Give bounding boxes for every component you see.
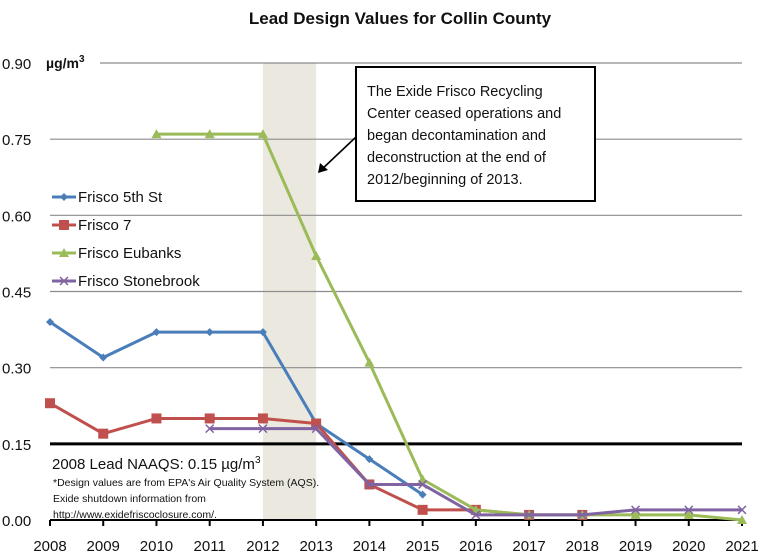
legend-label: Frisco Eubanks [78, 245, 181, 262]
x-tick-label: 2020 [672, 538, 705, 555]
x-mark-stroke [418, 479, 428, 489]
y-tick-label: 0.45 [2, 285, 31, 302]
x-tick-label: 2008 [33, 538, 66, 555]
x-tick-label: 2018 [566, 538, 599, 555]
x-tick-label: 2012 [246, 538, 279, 555]
legend-item: Frisco Eubanks [52, 245, 181, 262]
legend-item: Frisco 5th St [52, 189, 163, 206]
x-mark-stroke [524, 510, 534, 520]
callout-text-line: began decontamination and [367, 128, 546, 144]
data-point-square [151, 413, 162, 424]
data-point-square [98, 428, 109, 439]
data-point-diamond [152, 328, 161, 337]
callout-text-line: The Exide Frisco Recycling [367, 84, 543, 100]
x-tick-label: 2013 [299, 538, 332, 555]
data-point-square [204, 413, 215, 424]
data-point-x [524, 510, 534, 520]
data-point-x [577, 510, 587, 520]
data-point-x [737, 505, 747, 515]
legend-item: Frisco Stonebrook [52, 273, 200, 290]
x-tick-label: 2014 [353, 538, 386, 555]
data-point-x [418, 479, 428, 489]
y-tick-label: 0.00 [2, 513, 31, 530]
x-tick-label: 2021 [725, 538, 758, 555]
data-point-x [258, 424, 268, 434]
data-point-triangle [204, 129, 215, 139]
y-tick-label: 0.30 [2, 361, 31, 378]
data-point-x [364, 479, 374, 489]
callout-text-line: deconstruction at the end of [367, 150, 547, 166]
footnote-line: *Design values are from EPA's Air Qualit… [53, 477, 319, 489]
footnote-line: http://www.exidefriscoclosure.com/. [53, 509, 217, 521]
data-point-diamond [418, 490, 427, 499]
data-point-triangle [417, 474, 428, 484]
x-mark-stroke [631, 505, 641, 515]
data-point-triangle [151, 129, 162, 139]
series-line [49, 320, 424, 496]
data-point-triangle [737, 515, 747, 524]
x-mark-stroke [684, 505, 694, 515]
data-point-x [631, 505, 641, 515]
data-point-triangle [630, 509, 641, 519]
data-point-diamond [258, 328, 267, 337]
x-tick-label: 2011 [194, 538, 226, 555]
x-tick-label: 2017 [512, 538, 545, 555]
x-tick-label: 2010 [140, 538, 173, 555]
y-unit-label: µg/m3 [46, 54, 85, 71]
annotation-callout: The Exide Frisco Recycling Center ceased … [318, 66, 596, 202]
x-mark-stroke [471, 510, 481, 520]
legend-item: Frisco 7 [52, 217, 131, 234]
y-tick-label: 0.15 [2, 437, 31, 454]
x-mark-stroke [737, 505, 747, 515]
data-point-triangle [311, 250, 322, 260]
x-mark-stroke [364, 479, 374, 489]
x-tick-label: 2015 [406, 538, 439, 555]
data-point-square [311, 418, 322, 429]
x-tick-label: 2016 [459, 538, 492, 555]
data-point-triangle [257, 129, 268, 139]
y-tick-label: 0.90 [2, 56, 31, 73]
data-point-x [205, 424, 215, 434]
callout-arrow-line [319, 136, 357, 172]
legend-label: Frisco 7 [78, 217, 131, 234]
chart-title: Lead Design Values for Collin County [249, 9, 552, 28]
callout-box [355, 66, 596, 202]
legend: Frisco 5th St Frisco 7 Frisco Eubanks Frisc… [52, 189, 200, 290]
data-point-square [257, 413, 268, 424]
legend-label: Frisco Stonebrook [78, 273, 200, 290]
data-point-square [417, 504, 428, 515]
data-point-square [59, 220, 69, 230]
data-point-x [684, 505, 694, 515]
x-mark-stroke [205, 424, 215, 434]
series-frisco-stonebrook [205, 424, 747, 520]
x-mark-stroke [577, 510, 587, 520]
y-tick-label: 0.60 [2, 208, 31, 225]
naaqs-label: 2008 Lead NAAQS: 0.15 µg/m3 [52, 455, 261, 473]
callout-text-line: 2012/beginning of 2013. [367, 172, 523, 188]
legend-label: Frisco 5th St [78, 189, 163, 206]
data-point-square [45, 398, 55, 409]
data-point-x [471, 510, 481, 520]
data-point-diamond [60, 193, 68, 201]
x-mark-stroke [258, 424, 268, 434]
callout-text-line: Center ceased operations and [367, 106, 561, 122]
x-tick-label: 2019 [619, 538, 652, 555]
x-mark-stroke [311, 424, 321, 434]
data-point-diamond [46, 317, 54, 326]
footnote-line: Exide shutdown information from [53, 493, 206, 505]
data-point-x [311, 424, 321, 434]
x-tick-label: 2009 [87, 538, 120, 555]
data-point-diamond [365, 455, 374, 464]
data-point-triangle [59, 248, 69, 257]
data-point-triangle [683, 509, 694, 519]
data-point-triangle [364, 357, 375, 367]
y-tick-label: 0.75 [2, 132, 31, 149]
data-point-diamond [205, 328, 214, 337]
data-point-diamond [99, 353, 108, 362]
x-mark-stroke [59, 276, 69, 286]
data-point-x [59, 276, 69, 286]
callout-arrow-head [318, 163, 328, 173]
series-line [156, 132, 743, 522]
